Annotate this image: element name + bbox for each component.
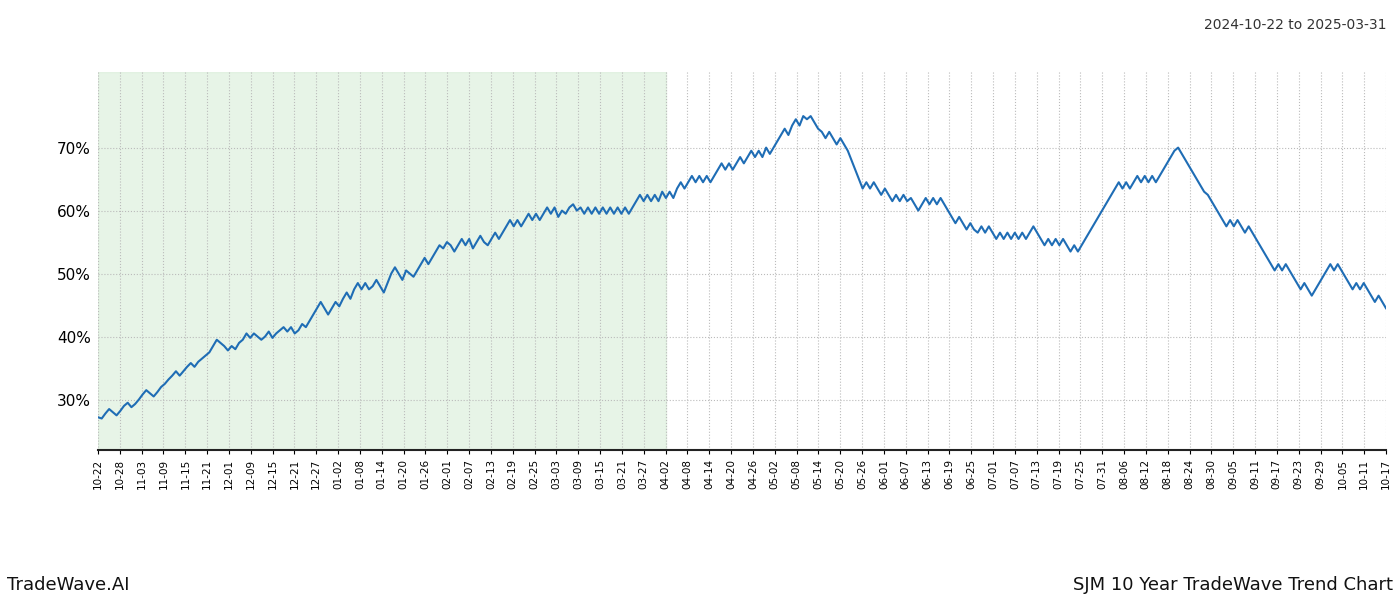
Bar	[98, 72, 665, 450]
Text: SJM 10 Year TradeWave Trend Chart: SJM 10 Year TradeWave Trend Chart	[1072, 576, 1393, 594]
Text: TradeWave.AI: TradeWave.AI	[7, 576, 129, 594]
Text: 2024-10-22 to 2025-03-31: 2024-10-22 to 2025-03-31	[1204, 18, 1386, 32]
